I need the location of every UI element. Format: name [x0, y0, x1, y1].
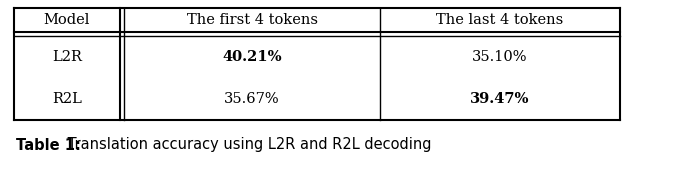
Text: 40.21%: 40.21%	[222, 50, 282, 64]
Text: 35.67%: 35.67%	[224, 92, 280, 106]
Text: The last 4 tokens: The last 4 tokens	[437, 13, 563, 27]
Text: 39.47%: 39.47%	[471, 92, 530, 106]
Text: Table 1:: Table 1:	[16, 137, 81, 153]
Text: The first 4 tokens: The first 4 tokens	[186, 13, 317, 27]
Text: Translation accuracy using L2R and R2L decoding: Translation accuracy using L2R and R2L d…	[63, 137, 431, 153]
Text: R2L: R2L	[52, 92, 82, 106]
Text: L2R: L2R	[52, 50, 82, 64]
Text: Model: Model	[44, 13, 90, 27]
Text: 35.10%: 35.10%	[473, 50, 527, 64]
